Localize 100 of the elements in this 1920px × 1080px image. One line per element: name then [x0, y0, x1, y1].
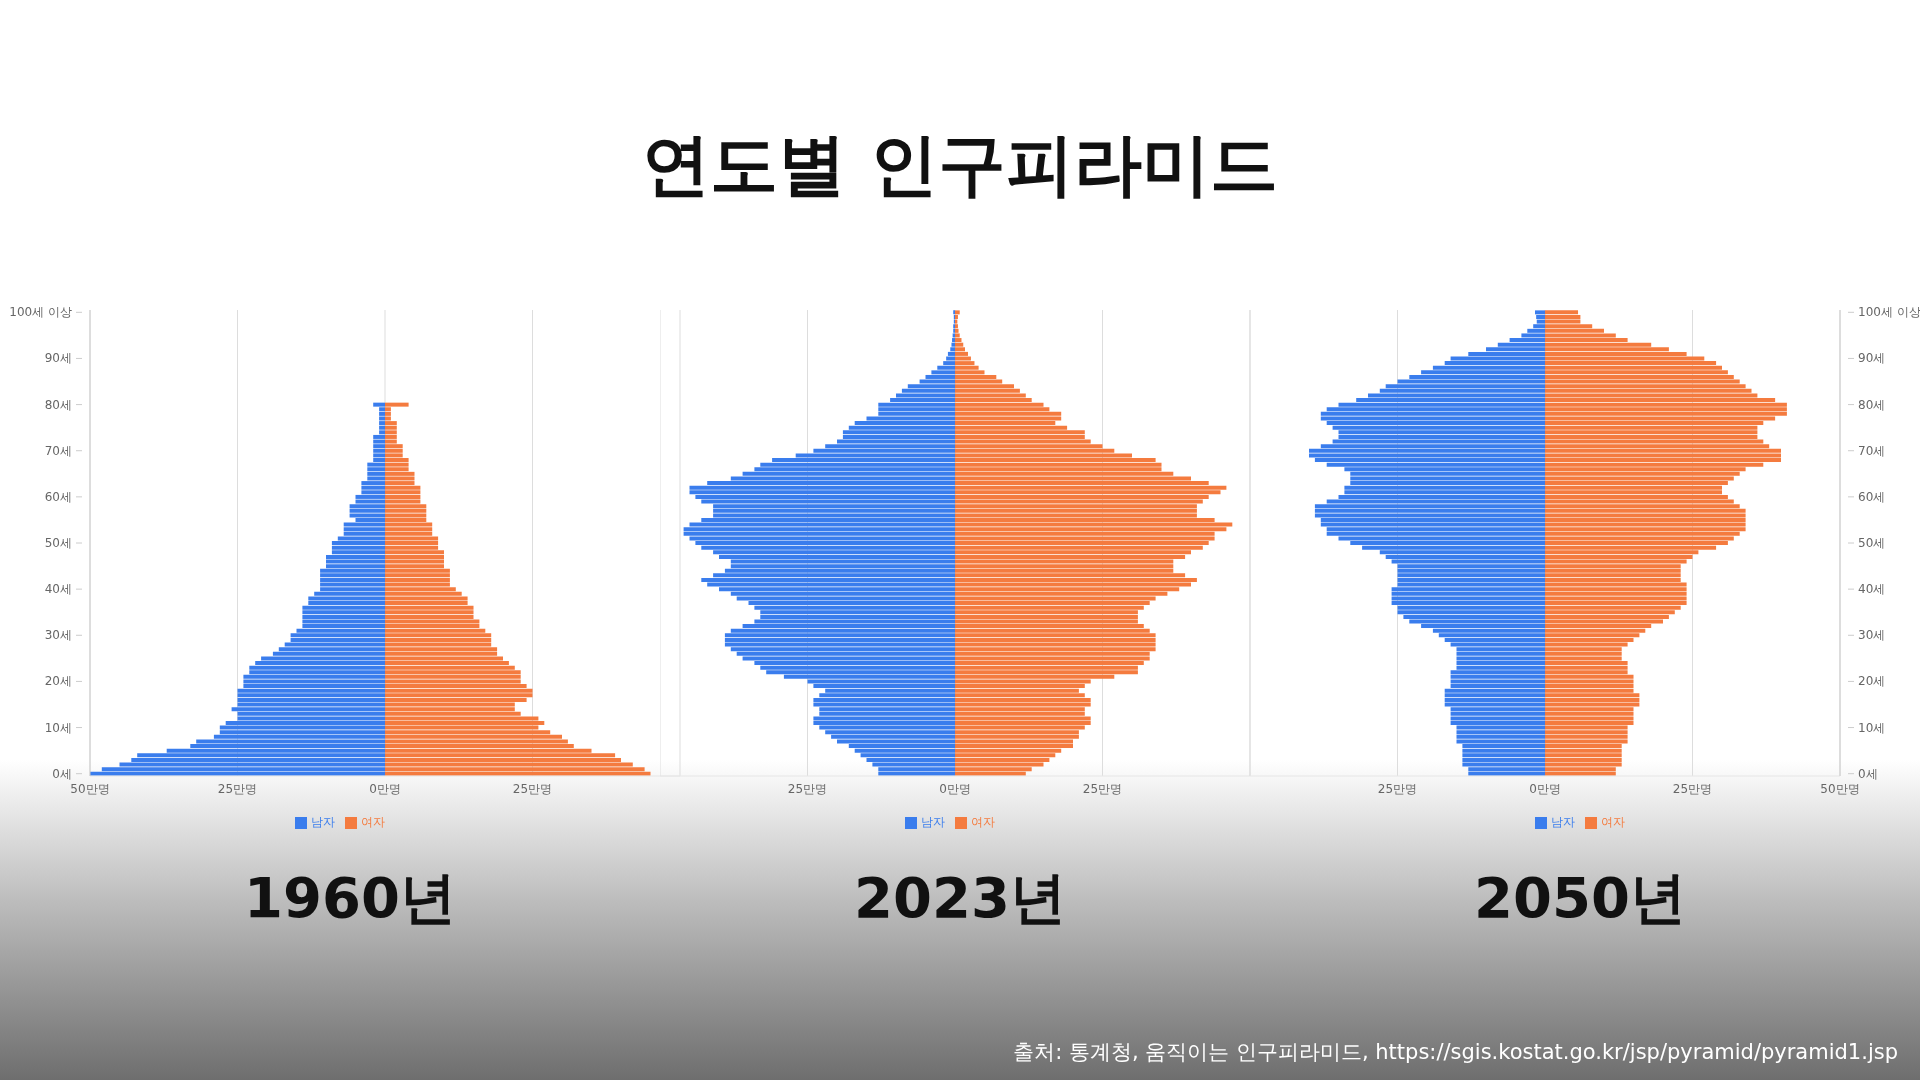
bar — [308, 596, 385, 601]
bar — [946, 356, 955, 361]
bar — [385, 610, 474, 615]
bar — [842, 430, 955, 435]
bar — [343, 527, 385, 532]
bar — [1450, 679, 1545, 684]
bar — [1314, 504, 1545, 509]
bar — [1545, 522, 1746, 527]
bar — [955, 361, 975, 366]
bar — [955, 342, 964, 347]
bar — [955, 734, 1079, 739]
x-tick-label: 50만명 — [70, 781, 110, 796]
bar — [955, 416, 1062, 421]
bar — [683, 527, 955, 532]
y-tick-label: 50세 — [1858, 536, 1886, 550]
bar — [1326, 531, 1545, 536]
bar — [1397, 568, 1545, 573]
bar — [385, 647, 498, 652]
bar — [231, 707, 385, 712]
bar — [1545, 734, 1628, 739]
bar — [1545, 739, 1628, 744]
bar — [955, 647, 1156, 652]
text: 1960년 — [243, 864, 457, 932]
legend-label: 여자 — [361, 815, 385, 829]
bar — [1545, 762, 1622, 767]
bar — [955, 310, 960, 315]
x-tick-label: 25만명 — [217, 781, 258, 796]
bar — [373, 439, 385, 444]
x-tick-label: 0만명 — [1529, 781, 1561, 796]
legend-label: 남자 — [1551, 815, 1575, 829]
x-tick-label: 50만명 — [1820, 781, 1860, 796]
bar — [385, 573, 450, 578]
y-tick-label: 30세 — [44, 628, 72, 643]
bar — [385, 568, 450, 573]
bar — [951, 342, 955, 347]
x-tick-label: 25만명 — [787, 781, 828, 796]
bar — [373, 402, 385, 407]
bar — [1545, 508, 1746, 513]
x-tick-label: 25만명 — [1082, 781, 1123, 796]
bar — [950, 347, 955, 352]
y-tick-label: 100세 이상 — [9, 305, 72, 320]
bar — [385, 522, 433, 527]
bar — [385, 513, 427, 518]
bar — [1545, 596, 1687, 601]
bar — [1545, 651, 1622, 656]
bar — [385, 559, 444, 564]
bar — [385, 550, 444, 555]
bar — [385, 596, 468, 601]
y-tick-label: 80세 — [1858, 397, 1886, 412]
bar — [349, 508, 385, 513]
bar — [1545, 407, 1787, 412]
bar — [955, 536, 1215, 541]
bar — [237, 693, 385, 698]
bar — [385, 490, 421, 495]
bar — [955, 702, 1091, 707]
bar — [385, 693, 533, 698]
bar — [1534, 310, 1545, 315]
bar — [1314, 508, 1545, 513]
bar — [1456, 739, 1545, 744]
bar — [813, 716, 955, 721]
bar — [385, 619, 480, 624]
bar — [689, 490, 955, 495]
bar — [385, 425, 397, 430]
bar — [1314, 513, 1545, 518]
bar — [1545, 753, 1622, 758]
bar — [302, 610, 385, 615]
text: 2050년 — [1473, 864, 1687, 932]
y-tick-label: 70세 — [1858, 443, 1886, 458]
legend-label: 여자 — [1601, 815, 1625, 829]
bar — [302, 614, 385, 619]
bar — [385, 508, 427, 513]
bar — [955, 508, 1197, 513]
bar — [385, 476, 415, 481]
y-tick-label: 70세 — [44, 443, 72, 458]
bar — [1320, 411, 1545, 416]
x-tick-label: 0만명 — [939, 781, 971, 796]
bar — [373, 448, 385, 453]
bar — [955, 411, 1062, 416]
bar — [1545, 702, 1640, 707]
y-tick-label: 90세 — [1858, 351, 1886, 366]
bar — [1545, 582, 1687, 587]
bar — [385, 485, 421, 490]
bar — [1545, 748, 1622, 753]
bar — [320, 573, 385, 578]
bar — [1545, 665, 1628, 670]
source-note: 출처: 통계청, 움직이는 인구피라미드, https://sgis.kostat.go.kr/jsp/pyramid/pyramid1.jsp — [1013, 1039, 1898, 1066]
bar — [1545, 573, 1681, 578]
bar — [1391, 591, 1545, 596]
bar — [878, 407, 955, 412]
bar — [1309, 448, 1545, 453]
bar — [385, 444, 403, 449]
bar — [1462, 753, 1545, 758]
bar — [385, 471, 415, 476]
bar — [683, 531, 955, 536]
bar — [1391, 587, 1545, 592]
bar — [955, 670, 1138, 675]
bar — [385, 504, 427, 509]
bar — [320, 568, 385, 573]
bar — [326, 559, 385, 564]
bar — [349, 513, 385, 518]
